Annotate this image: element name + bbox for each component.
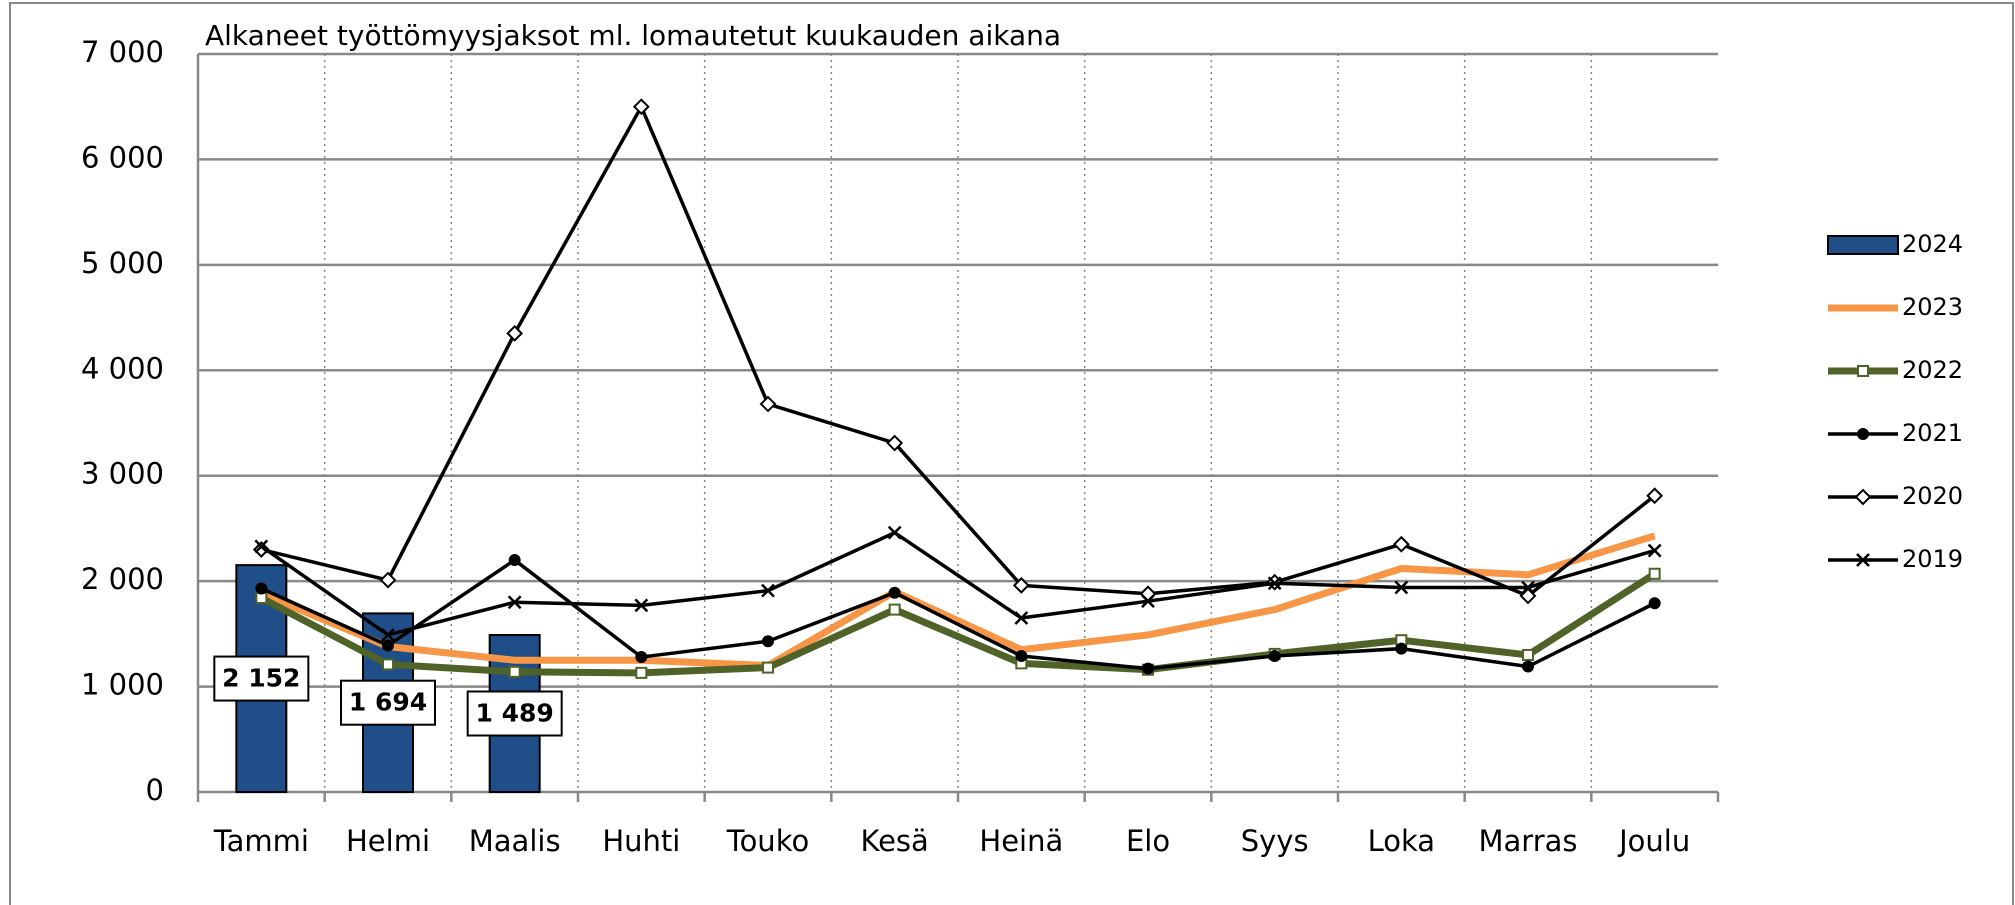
marker [1646,487,1664,505]
marker [508,665,521,678]
x-tick-label: Helmi [346,824,430,858]
marker [1141,594,1155,609]
marker [634,598,649,613]
x-tick-label: Maalis [469,824,561,858]
marker [1394,580,1409,595]
marker [1521,580,1535,595]
legend-label: 2024 [1902,230,1963,258]
marker [506,324,524,342]
x-tick-label: Touko [726,824,809,858]
y-tick-label: 0 [146,773,164,807]
marker [887,525,902,540]
marker [1392,535,1410,553]
x-tick-label: Marras [1478,824,1577,858]
line [259,570,1657,677]
data-label-box [466,690,563,737]
marker [1857,365,1869,377]
line [260,530,1656,637]
marker [761,583,775,598]
marker [508,554,521,567]
x-tick-label: Huhti [602,824,680,858]
marker [382,658,394,671]
y-tick-label: 5 000 [81,246,164,280]
y-tick-label: 1 000 [81,668,164,702]
y-tick-label: 2 000 [81,562,164,596]
legend-label: 2022 [1902,356,1963,384]
chart-title: Alkaneet työttömyysjaksot ml. lomautetut… [205,19,1061,52]
marker [886,434,904,452]
marker [1857,428,1869,440]
marker [252,541,270,558]
marker [1395,642,1408,655]
marker [382,639,394,652]
legend-label: 2020 [1902,482,1963,510]
marker [1015,649,1028,662]
marker [507,595,522,610]
marker [379,571,397,589]
x-tick-label: Elo [1126,824,1170,858]
legend-label: 2019 [1902,545,1963,573]
marker [762,661,774,674]
marker [1522,648,1534,661]
marker [632,98,650,116]
marker [1854,488,1872,506]
line [260,558,1656,671]
marker [255,582,268,595]
data-label: 2 152 [222,664,300,693]
y-tick-label: 3 000 [81,457,164,491]
marker [1142,662,1154,675]
marker [1648,597,1661,610]
marker [888,586,901,599]
marker [1522,660,1534,673]
marker [635,651,648,664]
line [260,104,1656,598]
legend-label: 2023 [1902,293,1963,321]
legend-swatch [1827,235,1899,255]
data-label: 1 694 [349,688,427,717]
x-tick-label: Kesä [861,824,929,858]
x-tick-label: Loka [1368,824,1435,858]
marker [635,666,648,679]
marker [759,395,777,413]
marker [1647,543,1662,558]
x-tick-label: Syys [1241,824,1309,858]
chart-frame [9,2,2014,905]
line [259,532,1656,669]
marker [1139,585,1157,603]
marker [254,539,269,554]
marker [381,628,395,642]
marker [762,635,774,648]
marker [1856,553,1870,567]
y-tick-label: 7 000 [81,35,164,69]
x-tick-label: Tammi [213,824,309,858]
marker [888,603,901,616]
x-tick-label: Heinä [979,824,1063,858]
data-label: 1 489 [476,699,554,728]
legend-label: 2021 [1902,419,1963,447]
y-tick-label: 6 000 [81,140,164,174]
data-label-box [213,655,310,702]
marker [1267,576,1282,591]
marker [1268,649,1281,662]
marker [1012,576,1030,594]
x-tick-label: Joulu [1617,824,1690,858]
marker [1014,611,1029,625]
data-label-box [340,679,436,726]
y-tick-label: 4 000 [81,351,164,385]
marker [1648,567,1661,580]
